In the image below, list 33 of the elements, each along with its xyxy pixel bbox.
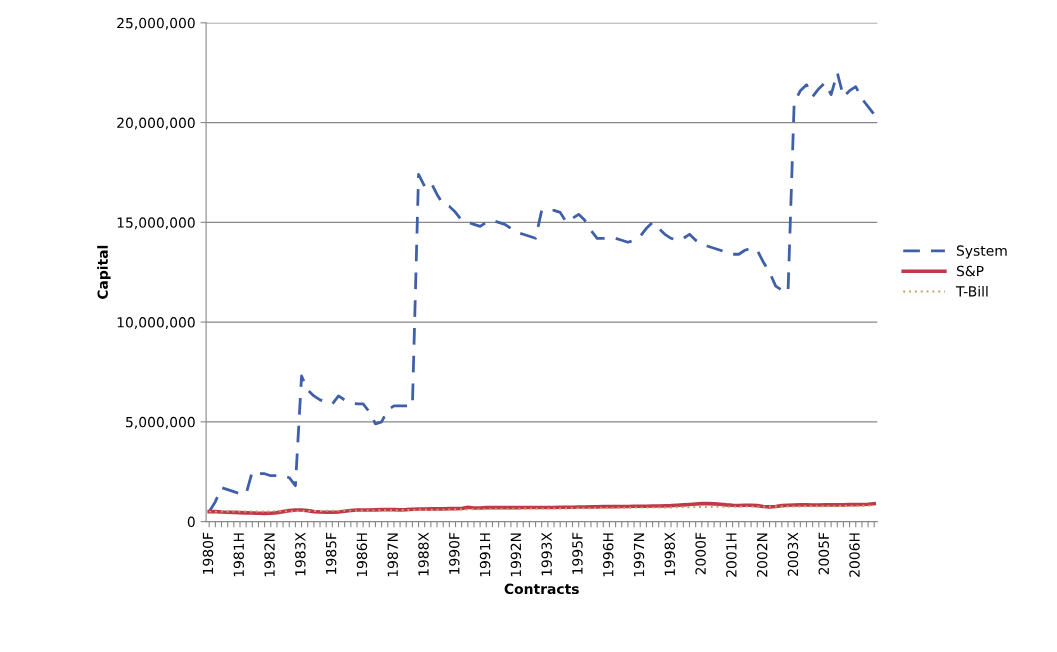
y-tick-label: 20,000,000 [117, 117, 195, 130]
y-tick-label: 25,000,000 [117, 17, 195, 30]
x-tick-label: 2000F [695, 532, 706, 575]
x-tick-label: 1995F [572, 532, 583, 574]
x-tick-label: 1983X [295, 532, 306, 576]
x-tick-label: 1997N [633, 533, 645, 577]
legend-label: T-Bill [955, 285, 988, 297]
x-tick-label: 1998X [664, 532, 676, 576]
x-tick-label: 1982N [264, 533, 275, 577]
x-tick-label: 2002N [756, 533, 768, 577]
x-tick-label: 1981H [233, 533, 245, 577]
y-tick-label: 15,000,000 [117, 217, 195, 230]
y-tick-label: 10,000,000 [117, 317, 195, 329]
x-tick-label: 1987N [387, 533, 398, 577]
y-tick-label: 0 [187, 516, 195, 528]
legend-label: S&P [956, 265, 984, 277]
x-tick-label: 1992N [510, 533, 522, 577]
x-tick-label: 2001H [726, 533, 737, 577]
x-tick-label: 2003X [787, 532, 799, 576]
x-tick-label: 1996H [602, 533, 614, 577]
x-tick-label: 1985F [325, 532, 337, 574]
x-tick-label: 1986H [356, 533, 368, 577]
x-tick-label: 1980F [202, 532, 214, 574]
legend-label: System [956, 245, 1007, 259]
x-tick-label: 2006H [849, 533, 860, 577]
y-tick-label: 5,000,000 [126, 416, 195, 429]
x-tick-label: 1991H [479, 533, 491, 577]
x-tick-label: 2005F [818, 532, 829, 575]
x-axis-title: Contracts [504, 583, 579, 595]
x-tick-label: 1990F [449, 532, 460, 574]
x-tick-label: 1993X [541, 532, 552, 576]
y-axis-title: Capital [97, 245, 111, 300]
x-tick-label: 1988X [418, 532, 429, 576]
